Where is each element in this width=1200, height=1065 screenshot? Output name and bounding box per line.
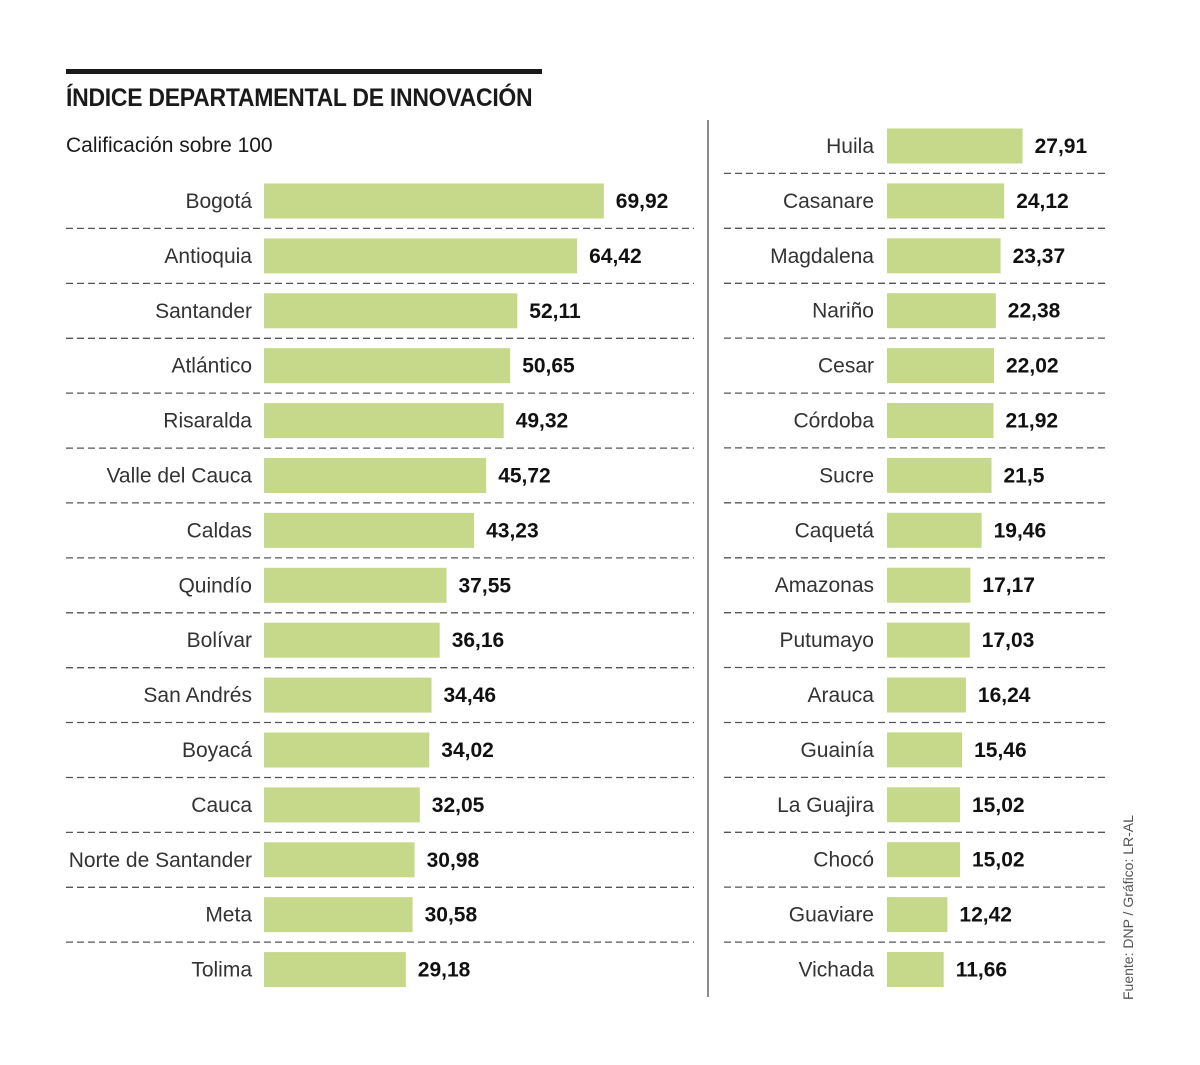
- category-label: Magdalena: [770, 245, 874, 268]
- category-label: Arauca: [807, 684, 874, 707]
- category-label: Casanare: [783, 190, 874, 213]
- bar: [887, 732, 963, 768]
- column-divider: [707, 120, 709, 997]
- value-label: 21,5: [1004, 464, 1045, 487]
- value-label: 24,12: [1016, 190, 1069, 213]
- value-label: 34,46: [444, 684, 497, 707]
- category-label: Risaralda: [163, 410, 252, 433]
- value-label: 16,24: [978, 684, 1031, 707]
- bar: [887, 183, 1005, 219]
- bar: [264, 567, 447, 603]
- category-label: Caquetá: [795, 519, 875, 542]
- bar: [264, 458, 487, 493]
- value-label: 17,03: [982, 629, 1035, 652]
- value-label: 17,17: [982, 574, 1035, 597]
- category-label: San Andrés: [143, 684, 252, 707]
- value-label: 22,38: [1008, 300, 1061, 323]
- bar: [887, 512, 982, 548]
- bar: [887, 238, 1001, 274]
- category-label: Valle del Cauca: [106, 465, 252, 488]
- category-label: Santander: [155, 300, 252, 323]
- bar: [887, 622, 970, 658]
- value-label: 50,65: [522, 355, 575, 378]
- value-label: 69,92: [616, 190, 669, 213]
- bar: [887, 403, 994, 438]
- bar: [264, 512, 475, 548]
- bar: [887, 128, 1023, 164]
- bar: [887, 457, 992, 493]
- value-label: 32,05: [432, 794, 485, 817]
- category-label: Caldas: [187, 519, 252, 542]
- value-label: 49,32: [516, 410, 569, 433]
- bar: [887, 842, 960, 878]
- value-label: 45,72: [498, 465, 551, 488]
- category-label: Huila: [826, 135, 874, 158]
- category-label: Cauca: [191, 794, 252, 817]
- value-label: 52,11: [529, 300, 581, 323]
- category-label: Norte de Santander: [69, 849, 252, 872]
- value-label: 15,02: [972, 794, 1025, 817]
- category-label: Córdoba: [793, 410, 874, 433]
- value-label: 19,46: [994, 519, 1047, 542]
- value-label: 37,55: [459, 574, 512, 597]
- bar: [264, 897, 413, 933]
- category-label: Guainía: [800, 739, 874, 762]
- bar: [887, 787, 960, 823]
- value-label: 29,18: [418, 959, 471, 982]
- category-label: Amazonas: [775, 574, 874, 597]
- bar: [264, 183, 604, 219]
- bar: [887, 348, 994, 384]
- bar: [264, 238, 578, 274]
- value-label: 21,92: [1006, 410, 1059, 433]
- chart-subtitle: Calificación sobre 100: [66, 134, 273, 157]
- value-label: 27,91: [1035, 135, 1088, 158]
- bar: [264, 348, 511, 384]
- value-label: 30,58: [425, 904, 478, 927]
- bar: [887, 952, 944, 987]
- value-label: 34,02: [441, 739, 494, 762]
- category-label: Sucre: [819, 464, 874, 487]
- category-label: Nariño: [812, 300, 874, 323]
- category-label: Bogotá: [185, 190, 252, 213]
- category-label: Boyacá: [182, 739, 252, 762]
- category-label: Guaviare: [789, 904, 874, 927]
- bar: [264, 952, 406, 988]
- bar: [887, 897, 948, 933]
- category-label: Tolima: [191, 959, 252, 982]
- category-label: Cesar: [818, 355, 874, 378]
- category-label: Vichada: [798, 959, 874, 982]
- bar: [887, 677, 966, 713]
- value-label: 15,02: [972, 849, 1025, 872]
- chart-title: ÍNDICE DEPARTAMENTAL DE INNOVACIÓN: [66, 84, 533, 112]
- category-label: Putumayo: [779, 629, 874, 652]
- value-label: 15,46: [974, 739, 1027, 762]
- value-label: 22,02: [1006, 355, 1059, 378]
- category-label: Meta: [205, 904, 252, 927]
- bar: [264, 622, 440, 658]
- value-label: 12,42: [959, 904, 1012, 927]
- value-label: 64,42: [589, 245, 642, 268]
- value-label: 23,37: [1013, 245, 1066, 268]
- bar: [264, 293, 518, 329]
- bar: [264, 787, 420, 823]
- bar: [264, 732, 430, 768]
- bar: [887, 567, 971, 603]
- category-label: Chocó: [813, 849, 874, 872]
- value-label: 11,66: [956, 959, 1007, 982]
- category-label: Atlántico: [171, 355, 252, 378]
- title-rule: [66, 69, 542, 74]
- category-label: Antioquia: [164, 245, 252, 268]
- category-label: La Guajira: [777, 794, 874, 817]
- category-label: Quindío: [178, 574, 252, 597]
- bar: [264, 842, 415, 878]
- bar: [264, 677, 432, 713]
- bar: [264, 403, 504, 439]
- bar: [887, 293, 996, 329]
- category-label: Bolívar: [187, 629, 252, 652]
- value-label: 30,98: [427, 849, 480, 872]
- value-label: 43,23: [486, 519, 539, 542]
- value-label: 36,16: [452, 629, 505, 652]
